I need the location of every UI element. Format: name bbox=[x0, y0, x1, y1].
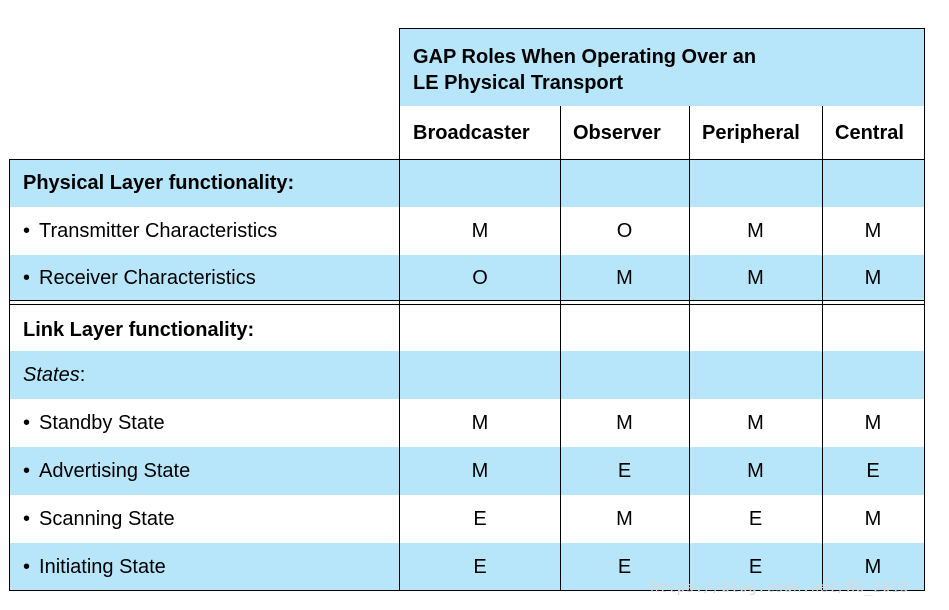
table-cell: M bbox=[822, 495, 924, 543]
grid-label-divider-line bbox=[399, 28, 400, 591]
table-cell bbox=[400, 159, 560, 207]
header-title-line1: GAP Roles When Operating Over an bbox=[413, 46, 757, 68]
table-cell: M bbox=[822, 255, 924, 300]
row-label-text: Physical Layer functionality: bbox=[23, 172, 295, 194]
bullet-icon: • bbox=[23, 460, 31, 482]
grid-top-line bbox=[399, 28, 925, 29]
table-cell: M bbox=[560, 399, 689, 447]
grid-section-separator-line bbox=[9, 304, 925, 305]
table-cell: M bbox=[400, 399, 560, 447]
table-cell bbox=[822, 306, 924, 354]
row-label: States: bbox=[10, 351, 400, 399]
row-label: • Transmitter Characteristics bbox=[10, 207, 400, 255]
table-cell: M bbox=[822, 399, 924, 447]
table-cell bbox=[560, 351, 689, 399]
row-label-text: Advertising State bbox=[39, 460, 191, 482]
grid-bottom-line bbox=[9, 590, 925, 591]
grid-section-separator-line bbox=[9, 300, 925, 301]
table-cell: E bbox=[400, 543, 560, 591]
bullet-icon: • bbox=[23, 266, 31, 289]
table-cell bbox=[822, 159, 924, 207]
row-label-text: States bbox=[23, 364, 80, 386]
row-label-suffix: : bbox=[79, 364, 86, 386]
table-cell: M bbox=[689, 399, 822, 447]
row-label-text: Initiating State bbox=[39, 556, 166, 578]
table-cell: M bbox=[689, 255, 822, 300]
grid-header-bottom-line bbox=[9, 159, 925, 160]
header-title-line2: LE Physical Transport bbox=[413, 72, 624, 94]
table-cell: E bbox=[560, 543, 689, 591]
row-label: • Scanning State bbox=[10, 495, 400, 543]
table-cell bbox=[400, 306, 560, 354]
bullet-icon: • bbox=[23, 412, 31, 434]
grid-column-line bbox=[560, 106, 561, 591]
table-cell: O bbox=[560, 207, 689, 255]
table-cell: E bbox=[689, 543, 822, 591]
table-cell bbox=[560, 306, 689, 354]
table-cell bbox=[689, 351, 822, 399]
grid-left-line bbox=[9, 159, 10, 591]
table-cell: O bbox=[400, 255, 560, 300]
table-cell: M bbox=[689, 447, 822, 495]
row-label-text: Transmitter Characteristics bbox=[39, 220, 278, 242]
table-cell bbox=[400, 351, 560, 399]
row-label-text: Scanning State bbox=[39, 508, 175, 530]
table-cell: E bbox=[822, 447, 924, 495]
grid-right-line bbox=[924, 28, 925, 591]
row-label: Physical Layer functionality: bbox=[10, 159, 400, 207]
table-cell: E bbox=[689, 495, 822, 543]
row-label-text: Receiver Characteristics bbox=[39, 266, 256, 289]
table-cell: M bbox=[400, 207, 560, 255]
column-header-peripheral: Peripheral bbox=[689, 106, 822, 159]
row-label: • Standby State bbox=[10, 399, 400, 447]
row-label-text: Standby State bbox=[39, 412, 165, 434]
row-label-text: Link Layer functionality: bbox=[23, 319, 255, 341]
header-title-cell: GAP Roles When Operating Over an LE Phys… bbox=[400, 28, 924, 106]
row-label: • Initiating State bbox=[10, 543, 400, 591]
bullet-icon: • bbox=[23, 556, 31, 578]
table-cell bbox=[689, 159, 822, 207]
table-cell bbox=[822, 351, 924, 399]
table-cell: M bbox=[560, 495, 689, 543]
table-cell: M bbox=[689, 207, 822, 255]
row-label: • Advertising State bbox=[10, 447, 400, 495]
column-header-central: Central bbox=[822, 106, 924, 159]
table-cell: E bbox=[560, 447, 689, 495]
column-header-broadcaster: Broadcaster bbox=[400, 106, 560, 159]
watermark: https://blog.csdn.net/XG_2013 bbox=[650, 580, 909, 596]
grid-column-line bbox=[689, 106, 690, 591]
table-cell: M bbox=[400, 447, 560, 495]
bullet-icon: • bbox=[23, 508, 31, 530]
column-header-observer: Observer bbox=[560, 106, 689, 159]
row-label: Link Layer functionality: bbox=[10, 306, 400, 354]
table-cell bbox=[689, 306, 822, 354]
table-cell: M bbox=[822, 207, 924, 255]
bullet-icon: • bbox=[23, 220, 31, 242]
table-cell bbox=[560, 159, 689, 207]
table-cell: E bbox=[400, 495, 560, 543]
table-cell: M bbox=[560, 255, 689, 300]
table-cell: M bbox=[822, 543, 924, 591]
grid-column-line bbox=[822, 106, 823, 591]
row-label: • Receiver Characteristics bbox=[10, 255, 400, 300]
